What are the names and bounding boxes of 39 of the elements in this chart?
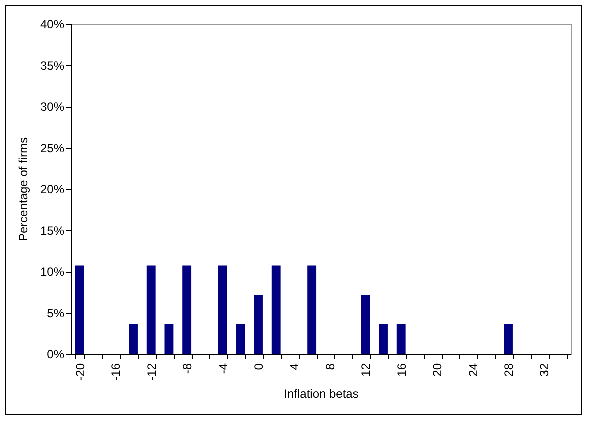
bar: [129, 324, 138, 354]
bar: [75, 266, 84, 354]
x-tick-label: 16: [394, 363, 409, 377]
bar: [218, 266, 228, 354]
x-tick-label: -8: [180, 363, 195, 374]
y-tick-label: 10%: [40, 265, 65, 279]
bar: [146, 266, 156, 354]
bar: [504, 324, 513, 354]
bar: [164, 324, 174, 354]
y-tick-label: 0%: [47, 348, 65, 362]
x-axis-title: Inflation betas: [284, 386, 359, 401]
y-tick-label: 35%: [40, 58, 65, 73]
bar: [396, 324, 406, 354]
bar: [182, 266, 192, 354]
y-tick-label: 5%: [47, 306, 65, 320]
x-tick-label: -4: [216, 363, 230, 374]
x-tick-label: 24: [466, 363, 480, 377]
y-axis-title: Percentage of firms: [16, 137, 30, 242]
x-tick-label: 0: [252, 363, 266, 370]
x-tick-label: 12: [359, 363, 374, 377]
y-tick-label: 30%: [40, 100, 65, 114]
bar: [379, 324, 388, 354]
y-tick-label: 25%: [40, 141, 65, 156]
x-tick-label: 20: [430, 363, 445, 377]
x-tick-label: -20: [73, 363, 88, 381]
x-tick-label: -12: [144, 363, 159, 381]
bar: [308, 266, 317, 354]
y-tick-label: 15%: [40, 224, 65, 238]
x-tick-label: 4: [288, 363, 302, 370]
y-tick-label: 20%: [40, 182, 65, 196]
y-tick-label: 40%: [40, 18, 65, 32]
x-tick-label: 32: [538, 363, 552, 377]
x-tick-label: 8: [323, 363, 338, 370]
bar: [236, 324, 246, 354]
x-tick-label: -16: [109, 363, 124, 381]
bar: [254, 295, 263, 354]
bar: [272, 266, 281, 354]
x-tick-label: 28: [502, 363, 516, 377]
bar: [361, 295, 370, 354]
